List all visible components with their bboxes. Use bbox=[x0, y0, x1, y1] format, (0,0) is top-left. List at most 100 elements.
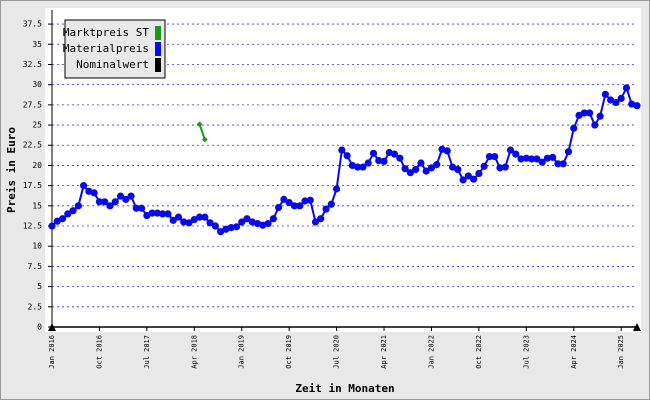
marker bbox=[159, 210, 167, 218]
x-tick-label: Jul 2023 bbox=[522, 335, 530, 369]
marker bbox=[317, 215, 325, 223]
marker bbox=[412, 165, 420, 174]
marker bbox=[417, 159, 425, 167]
marker bbox=[475, 169, 483, 178]
y-tick-label: 2.5 bbox=[28, 302, 43, 311]
x-tick-label: Jan 2022 bbox=[427, 335, 435, 369]
marker bbox=[517, 155, 525, 163]
marker bbox=[127, 192, 135, 200]
marker bbox=[90, 189, 98, 197]
marker bbox=[364, 159, 372, 167]
marker bbox=[522, 154, 530, 162]
marker bbox=[202, 136, 208, 143]
marker bbox=[290, 202, 299, 210]
legend-label: Materialpreis bbox=[63, 42, 149, 55]
marker bbox=[111, 198, 119, 206]
marker bbox=[164, 210, 172, 218]
series-line bbox=[198, 123, 206, 140]
marker bbox=[470, 175, 478, 183]
marker bbox=[243, 215, 251, 223]
x-tick-label: Apr 2021 bbox=[380, 335, 388, 369]
y-axis-label: Preis in Euro bbox=[5, 127, 18, 213]
marker bbox=[80, 182, 88, 190]
legend-box bbox=[64, 19, 166, 79]
marker bbox=[564, 148, 573, 156]
marker bbox=[48, 323, 56, 331]
legend-swatch bbox=[155, 26, 161, 40]
marker bbox=[617, 94, 625, 102]
marker bbox=[338, 146, 346, 154]
marker bbox=[396, 154, 404, 162]
x-tick-label: Oct 2016 bbox=[95, 335, 103, 369]
marker bbox=[585, 109, 594, 117]
marker bbox=[269, 215, 277, 223]
marker bbox=[201, 213, 209, 221]
y-tick-label: 20 bbox=[32, 161, 42, 170]
marker bbox=[227, 224, 235, 232]
y-tick-label: 17.5 bbox=[23, 181, 42, 190]
marker bbox=[501, 163, 509, 171]
marker bbox=[601, 90, 609, 98]
marker bbox=[491, 152, 499, 161]
y-tick-label: 25 bbox=[32, 121, 42, 130]
x-tick-label: Jan 2025 bbox=[617, 335, 625, 369]
legend-label: Marktpreis ST bbox=[63, 26, 149, 39]
y-tick-label: 10 bbox=[32, 242, 42, 251]
marker bbox=[369, 149, 378, 157]
marker bbox=[390, 150, 399, 158]
marker bbox=[211, 222, 219, 230]
y-tick-label: 5 bbox=[37, 282, 42, 291]
marker bbox=[406, 169, 414, 177]
marker bbox=[332, 185, 341, 193]
marker bbox=[169, 216, 177, 224]
marker bbox=[459, 176, 467, 184]
legend-swatch bbox=[155, 58, 161, 72]
marker bbox=[359, 163, 367, 171]
legend-label: Nominalwert bbox=[76, 58, 149, 71]
marker bbox=[375, 156, 383, 165]
marker bbox=[185, 219, 193, 227]
y-tick-label: 12.5 bbox=[23, 222, 42, 231]
y-tick-label: 15 bbox=[32, 201, 42, 210]
marker bbox=[195, 213, 204, 221]
marker bbox=[496, 164, 504, 172]
marker bbox=[132, 204, 140, 212]
marker bbox=[101, 198, 109, 206]
marker bbox=[527, 155, 536, 163]
x-tick-label: Jul 2017 bbox=[143, 335, 151, 369]
marker bbox=[322, 205, 330, 213]
y-tick-label: 32.5 bbox=[23, 60, 42, 69]
y-tick-label: 0 bbox=[37, 323, 42, 332]
marker bbox=[232, 223, 241, 231]
marker bbox=[533, 155, 541, 163]
y-tick-label: 35 bbox=[32, 40, 42, 49]
x-axis-label: Zeit in Monaten bbox=[295, 382, 394, 395]
marker bbox=[633, 102, 641, 110]
x-tick-label: Jan 2016 bbox=[48, 335, 56, 369]
marker bbox=[116, 192, 125, 200]
marker bbox=[506, 146, 515, 154]
marker bbox=[480, 162, 488, 170]
marker bbox=[122, 195, 130, 203]
marker bbox=[196, 121, 203, 128]
marker bbox=[485, 152, 494, 161]
marker bbox=[427, 164, 436, 172]
marker bbox=[174, 213, 183, 221]
marker bbox=[554, 160, 562, 168]
marker bbox=[238, 218, 246, 226]
x-tick-label: Jan 2019 bbox=[238, 335, 246, 369]
marker bbox=[543, 154, 552, 162]
y-tick-label: 30 bbox=[32, 80, 42, 89]
marker bbox=[570, 124, 578, 132]
marker bbox=[58, 215, 67, 223]
marker bbox=[580, 109, 588, 117]
marker bbox=[69, 207, 77, 215]
marker bbox=[538, 158, 546, 166]
marker bbox=[74, 202, 82, 210]
marker bbox=[596, 112, 604, 120]
y-tick-label: 22.5 bbox=[23, 141, 42, 150]
marker bbox=[559, 160, 567, 168]
marker bbox=[296, 202, 304, 210]
marker bbox=[148, 209, 156, 217]
marker bbox=[95, 198, 104, 206]
